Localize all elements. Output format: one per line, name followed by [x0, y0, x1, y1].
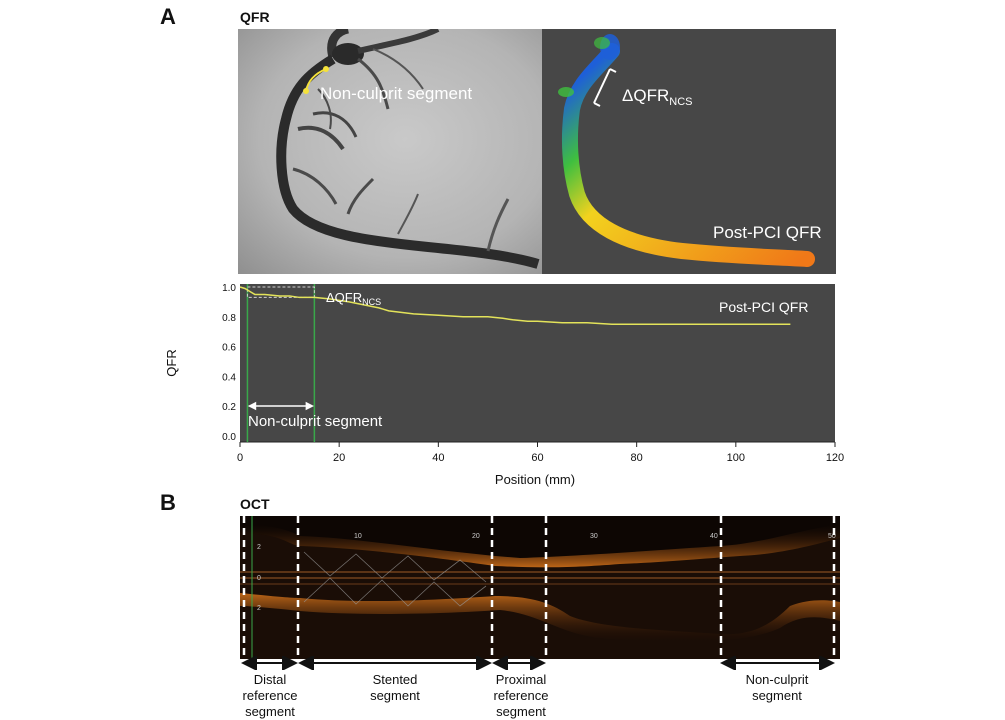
- chart-ylabel: QFR: [164, 349, 179, 376]
- oct-scale-10: 10: [354, 533, 362, 540]
- panel-a-title: QFR: [240, 9, 270, 25]
- chart-plot-area: [240, 284, 835, 442]
- x-tick-label: 40: [432, 452, 444, 464]
- oct-scale-20: 20: [472, 533, 480, 540]
- x-tick-label: 20: [333, 452, 345, 464]
- caption-non-culprit: Non-culprit segment: [745, 672, 809, 703]
- y-tick-label: 0.2: [222, 402, 236, 413]
- chart-delta-label: ΔQFRNCS: [326, 290, 381, 307]
- chart-post-pci-label: Post-PCI QFR: [719, 299, 808, 315]
- segment-arrows: [241, 656, 835, 670]
- post-pci-qfr-line: [239, 286, 791, 325]
- delta-qfr-box: [246, 286, 315, 298]
- oct-scale-50: 50: [828, 533, 836, 540]
- oct-scale-30: 30: [590, 533, 598, 540]
- y-tick-label: 1.0: [222, 283, 236, 294]
- segment-arrow: [247, 401, 315, 411]
- oct-pullback-image: 10 20 30 40 50 2 0 2: [240, 516, 840, 659]
- x-tick-label: 100: [727, 452, 745, 464]
- oct-scale-40: 40: [710, 533, 718, 540]
- reconstructed-vessel: [561, 43, 815, 267]
- chart-xlabel: Position (mm): [495, 472, 575, 487]
- stent-struts: [303, 551, 487, 607]
- caption-stented: Stented segment: [370, 672, 420, 703]
- oct-side-2-bottom: 2: [257, 605, 261, 612]
- panel-a-letter: A: [160, 4, 176, 29]
- y-tick-label: 0.0: [222, 432, 236, 443]
- recon-post-pci-label: Post-PCI QFR: [713, 223, 822, 242]
- x-tick-label: 120: [826, 452, 844, 464]
- chart-segment-label: Non-culprit segment: [248, 413, 383, 430]
- x-tick-label: 0: [237, 452, 243, 464]
- x-tick-label: 60: [531, 452, 543, 464]
- y-tick-label: 0.6: [222, 343, 236, 354]
- angio-segment-label: Non-culprit segment: [320, 84, 472, 103]
- oct-side-2-top: 2: [257, 544, 261, 551]
- qfr-chart: 0 20 40 60 80 100 120 1.0 0.8 0.6 0.4 0.2 0.0 QFR P…: [164, 283, 844, 487]
- panel-b-letter: B: [160, 490, 176, 515]
- oct-side-0: 0: [257, 575, 261, 582]
- rca-vessel: [276, 54, 540, 269]
- oct-upper-wall: [240, 524, 840, 568]
- caption-proximal: Proximal reference segment: [493, 672, 549, 719]
- y-tick-label: 0.8: [222, 313, 236, 324]
- x-tick-label: 80: [631, 452, 643, 464]
- recon-delta-label: ΔQFRNCS: [622, 86, 692, 108]
- qfr-reconstruction: ΔQFRNCS Post-PCI QFR: [542, 29, 836, 274]
- delta-bracket: [593, 68, 617, 107]
- caption-distal: Distal reference segment: [242, 672, 298, 719]
- panel-b-title: OCT: [240, 496, 270, 512]
- angiogram-image: Non-culprit segment: [238, 29, 542, 274]
- oct-lower-wall: [240, 593, 840, 643]
- y-tick-label: 0.4: [222, 372, 236, 383]
